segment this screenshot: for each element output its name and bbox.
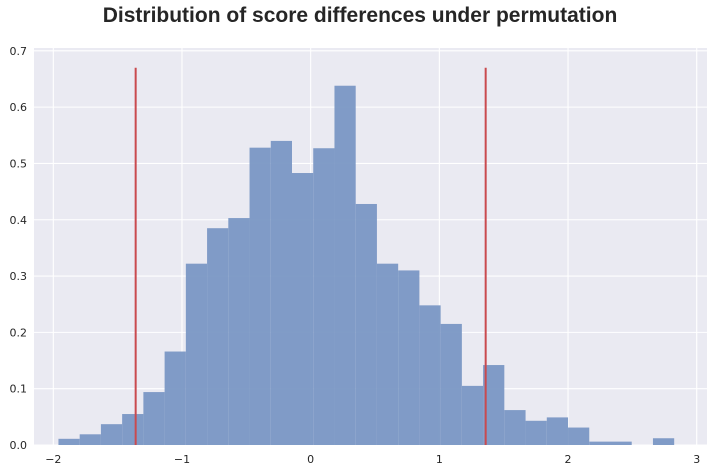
histogram-bar — [398, 270, 420, 445]
histogram-bar — [376, 263, 399, 445]
histogram-bar — [207, 228, 229, 445]
histogram-bar — [185, 263, 208, 445]
histogram-bar — [100, 424, 123, 445]
histogram-bar — [504, 410, 526, 445]
x-tick-label: −2 — [45, 453, 61, 466]
histogram-bar — [313, 148, 335, 445]
histogram-bar — [525, 420, 547, 445]
histogram-bar — [652, 438, 675, 445]
y-tick-label: 0.6 — [10, 101, 28, 114]
x-tick-label: −1 — [174, 453, 190, 466]
histogram-bar — [334, 85, 356, 446]
histogram-bar — [419, 305, 441, 445]
histogram-bar — [440, 323, 462, 445]
x-tick-label: 0 — [307, 453, 314, 466]
y-tick-label: 0.4 — [10, 214, 28, 227]
x-tick-label: 1 — [436, 453, 443, 466]
histogram-bar — [483, 365, 505, 445]
histogram-bar — [461, 385, 484, 445]
y-tick-label: 0.1 — [10, 383, 28, 396]
histogram-bar — [292, 173, 314, 446]
y-tick-label: 0.0 — [10, 439, 28, 452]
histogram-bar — [270, 140, 293, 445]
y-tick-label: 0.2 — [10, 326, 28, 339]
histogram-bar — [568, 427, 590, 445]
histogram-bar — [249, 147, 271, 445]
x-tick-label: 3 — [693, 453, 700, 466]
histogram-bar — [58, 438, 80, 445]
histogram-bar — [228, 218, 250, 445]
x-tick-label: 2 — [565, 453, 572, 466]
histogram-bar — [164, 351, 186, 445]
histogram-bar — [79, 434, 101, 445]
histogram-bar — [355, 203, 377, 445]
histogram-bar — [610, 441, 632, 445]
histogram-bar — [546, 417, 569, 445]
histogram-bar — [589, 441, 611, 445]
y-tick-label: 0.7 — [10, 45, 28, 58]
chart-title: Distribution of score differences under … — [102, 4, 618, 27]
y-tick-label: 0.5 — [10, 157, 28, 170]
histogram-bar — [122, 414, 144, 445]
y-tick-label: 0.3 — [10, 270, 28, 283]
histogram-bar — [143, 392, 165, 445]
